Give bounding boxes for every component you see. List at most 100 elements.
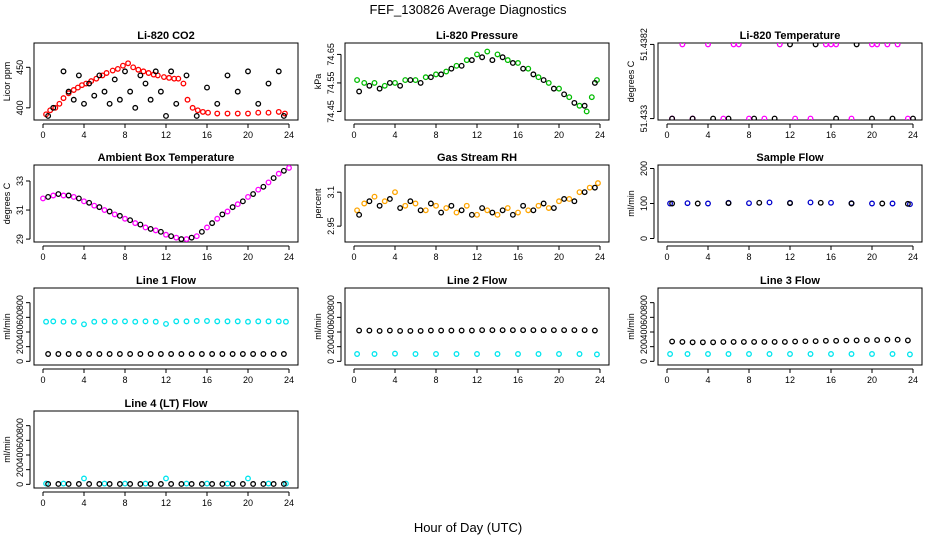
y-tick-label: 74.65 <box>326 43 336 66</box>
data-point <box>884 43 891 48</box>
data-point <box>130 64 137 71</box>
series-2 <box>669 43 916 120</box>
data-point <box>489 209 496 216</box>
data-point <box>56 100 63 107</box>
data-point <box>545 79 552 86</box>
data-point <box>751 338 758 345</box>
x-tick-label: 20 <box>243 130 253 140</box>
x-tick-label: 24 <box>595 375 605 385</box>
data-point <box>561 91 568 98</box>
x-tick-label: 12 <box>161 375 171 385</box>
data-point <box>402 77 409 84</box>
data-point <box>163 231 169 238</box>
data-point <box>45 194 52 200</box>
data-point <box>50 104 57 111</box>
data-point <box>576 102 583 109</box>
data-point <box>111 318 118 325</box>
data-point <box>109 67 116 74</box>
data-point <box>545 205 552 211</box>
data-point <box>581 189 588 196</box>
data-point <box>229 481 236 487</box>
data-point <box>178 351 185 357</box>
data-point <box>494 351 501 357</box>
data-point <box>122 68 128 75</box>
data-point <box>147 351 154 357</box>
series-2 <box>356 327 598 334</box>
x-tick-label: 8 <box>746 252 751 262</box>
data-point <box>286 165 292 171</box>
data-point <box>705 351 711 357</box>
data-point <box>219 211 226 218</box>
data-point <box>157 88 164 95</box>
data-point <box>152 227 159 234</box>
y-tick-label: 29 <box>15 234 25 244</box>
data-point <box>833 337 840 344</box>
data-point <box>710 339 717 346</box>
panel-title: Line 4 (LT) Flow <box>125 398 208 410</box>
data-point <box>245 475 251 482</box>
data-point <box>194 107 201 114</box>
data-point <box>60 192 67 199</box>
data-point <box>224 480 231 487</box>
data-point <box>122 215 128 222</box>
data-point <box>173 234 180 241</box>
data-point <box>771 338 778 345</box>
data-point <box>397 82 404 89</box>
x-tick-label: 20 <box>554 130 564 140</box>
data-point <box>583 108 590 115</box>
data-point <box>499 207 506 214</box>
data-point <box>443 68 450 75</box>
panel-title: Sample Flow <box>756 152 824 164</box>
data-point <box>705 200 711 207</box>
data-point <box>168 351 175 357</box>
data-point <box>412 200 419 207</box>
data-point <box>376 327 383 334</box>
data-point <box>265 179 272 186</box>
data-point <box>402 202 409 209</box>
data-point <box>807 115 814 120</box>
x-tick-label: 0 <box>664 130 669 140</box>
data-point <box>869 200 875 207</box>
data-point <box>229 351 236 357</box>
data-point <box>595 180 601 187</box>
data-point <box>427 74 434 81</box>
data-point <box>787 200 793 207</box>
data-point <box>746 351 752 357</box>
data-layer <box>354 180 601 218</box>
data-point <box>65 351 72 357</box>
data-point <box>874 337 881 344</box>
data-point <box>245 110 251 117</box>
data-point <box>874 43 881 48</box>
data-point <box>509 211 516 218</box>
y-tick-label: 800 <box>326 295 336 310</box>
data-point <box>74 84 81 91</box>
data-point <box>781 338 788 345</box>
data-point <box>889 351 896 357</box>
x-tick-label: 24 <box>908 252 918 262</box>
y-axis-label: ml/min <box>2 313 12 340</box>
data-point <box>593 351 600 358</box>
x-tick-label: 16 <box>513 375 523 385</box>
data-point <box>756 199 763 206</box>
data-point <box>807 351 814 357</box>
data-point <box>766 351 773 357</box>
data-point <box>160 74 167 80</box>
data-point <box>214 100 221 107</box>
panel-9: Line 3 Flow ml/min 0 4 8 12 16 20 24 0 20040060080… <box>626 275 923 385</box>
data-point <box>386 196 393 202</box>
data-point <box>386 79 393 86</box>
data-point <box>137 221 144 228</box>
data-point <box>556 85 562 92</box>
x-tick-label: 0 <box>40 130 45 140</box>
data-point <box>239 198 246 205</box>
x-tick-label: 24 <box>908 130 918 140</box>
data-point <box>183 480 190 487</box>
data-point <box>81 100 87 107</box>
data-point <box>209 220 216 227</box>
data-point <box>392 350 398 357</box>
data-point <box>776 43 783 48</box>
data-point <box>86 80 93 87</box>
data-point <box>433 71 439 78</box>
data-point <box>366 327 373 334</box>
